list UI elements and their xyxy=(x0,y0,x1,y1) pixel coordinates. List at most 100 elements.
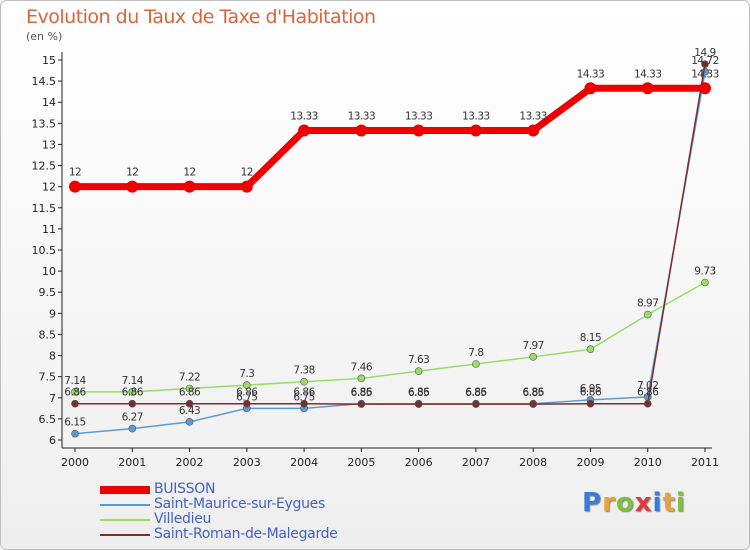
y-tick-label: 9 xyxy=(49,307,56,320)
data-point xyxy=(185,399,194,408)
data-point xyxy=(412,124,425,137)
data-label: 6.75 xyxy=(236,391,257,403)
y-tick-label: 15 xyxy=(42,54,56,67)
x-tick-label: 2003 xyxy=(233,456,261,469)
data-label: 6.85 xyxy=(522,387,543,399)
data-point xyxy=(300,399,308,408)
data-point xyxy=(529,353,537,361)
data-point xyxy=(643,310,652,319)
data-label: 6.27 xyxy=(122,412,143,424)
x-tick-label: 2002 xyxy=(176,456,204,469)
y-tick-label: 7 xyxy=(49,392,56,405)
data-point xyxy=(641,82,654,95)
data-label: 6.86 xyxy=(236,387,258,399)
y-tick-label: 12 xyxy=(42,181,56,194)
chart-title: Evolution du Taux de Taxe d'Habitation xyxy=(26,6,376,28)
data-point xyxy=(357,400,366,408)
data-point xyxy=(243,399,251,408)
y-tick-label: 8.5 xyxy=(39,328,57,341)
legend-swatch-saint-roman xyxy=(100,534,150,536)
data-label: 8.15 xyxy=(580,332,601,344)
data-label: 6.85 xyxy=(465,387,486,399)
y-tick-label: 11 xyxy=(42,223,56,236)
data-point xyxy=(71,429,79,438)
data-point xyxy=(414,367,423,375)
y-tick-label: 10 xyxy=(42,265,56,278)
data-label: 6.43 xyxy=(179,405,200,417)
data-point xyxy=(586,345,595,354)
y-tick-label: 6 xyxy=(49,434,56,447)
data-point xyxy=(298,124,311,137)
data-label: 6.95 xyxy=(580,383,601,395)
data-point xyxy=(240,180,253,193)
data-label: 6.86 xyxy=(64,387,86,399)
data-point xyxy=(529,400,537,408)
data-point xyxy=(69,180,81,193)
data-label: 7.97 xyxy=(522,340,543,352)
data-point xyxy=(126,180,139,193)
y-tick-label: 6.5 xyxy=(39,413,57,426)
x-tick-label: 2005 xyxy=(347,456,375,469)
data-point xyxy=(699,82,711,95)
y-tick-label: 14 xyxy=(42,96,56,109)
legend-label-saint-maurice: Saint-Maurice-sur-Eygues xyxy=(154,496,325,512)
legend-swatch-saint-maurice xyxy=(100,504,150,506)
data-label: 14.33 xyxy=(634,68,662,80)
data-label: 7.22 xyxy=(179,371,200,383)
x-tick-label: 2007 xyxy=(462,456,490,469)
logo-letter: x xyxy=(634,488,653,518)
data-label: 6.15 xyxy=(64,417,85,429)
x-tick-label: 2004 xyxy=(290,456,318,469)
data-label: 6.86 xyxy=(293,387,315,399)
data-point xyxy=(357,374,366,383)
data-label: 6.86 xyxy=(637,387,659,399)
data-label: 9.73 xyxy=(694,266,715,278)
logo-letter: r xyxy=(602,488,616,518)
data-point xyxy=(128,424,137,433)
y-tick-label: 13 xyxy=(42,138,56,151)
data-point xyxy=(527,124,540,137)
x-tick-label: 2000 xyxy=(61,456,89,469)
data-point xyxy=(701,60,709,69)
data-point xyxy=(300,377,308,386)
x-tick-label: 2010 xyxy=(634,456,662,469)
data-label: 7.38 xyxy=(293,365,314,377)
data-point xyxy=(701,278,709,287)
data-label: 7.3 xyxy=(239,368,254,380)
data-point xyxy=(472,400,480,408)
data-label: 13.33 xyxy=(519,111,547,123)
x-tick-label: 2006 xyxy=(405,456,433,469)
data-point xyxy=(128,399,137,408)
data-label: 13.33 xyxy=(405,111,433,123)
data-point xyxy=(183,180,196,193)
data-point xyxy=(243,381,251,389)
data-point xyxy=(584,82,597,95)
data-point xyxy=(185,384,194,393)
data-label: 12 xyxy=(183,167,195,179)
x-tick-label: 2009 xyxy=(576,456,604,469)
data-point xyxy=(469,124,482,137)
data-label: 7.63 xyxy=(408,354,429,366)
legend-swatch-villedieu xyxy=(100,519,150,521)
y-tick-label: 13.5 xyxy=(32,117,57,130)
data-label: 14.72 xyxy=(691,55,719,67)
data-point xyxy=(472,360,480,368)
data-label: 14.33 xyxy=(577,68,605,80)
data-label: 12 xyxy=(69,167,81,179)
proxiti-logo: Proxiti xyxy=(582,488,686,518)
y-tick-label: 11.5 xyxy=(32,202,57,215)
series-line-2 xyxy=(75,281,706,393)
data-point xyxy=(643,399,652,408)
data-label: 8.97 xyxy=(637,298,658,310)
data-label: 7.8 xyxy=(468,347,483,359)
legend-label-villedieu: Villedieu xyxy=(154,511,212,527)
legend-label-buisson: BUISSON xyxy=(154,481,216,497)
logo-letter: i xyxy=(652,488,663,518)
data-label: 6.75 xyxy=(293,391,314,403)
data-label: 12 xyxy=(241,167,253,179)
data-point xyxy=(355,124,368,137)
data-point xyxy=(71,388,79,396)
series-line-3 xyxy=(75,64,706,405)
data-label: 7.46 xyxy=(351,361,373,373)
